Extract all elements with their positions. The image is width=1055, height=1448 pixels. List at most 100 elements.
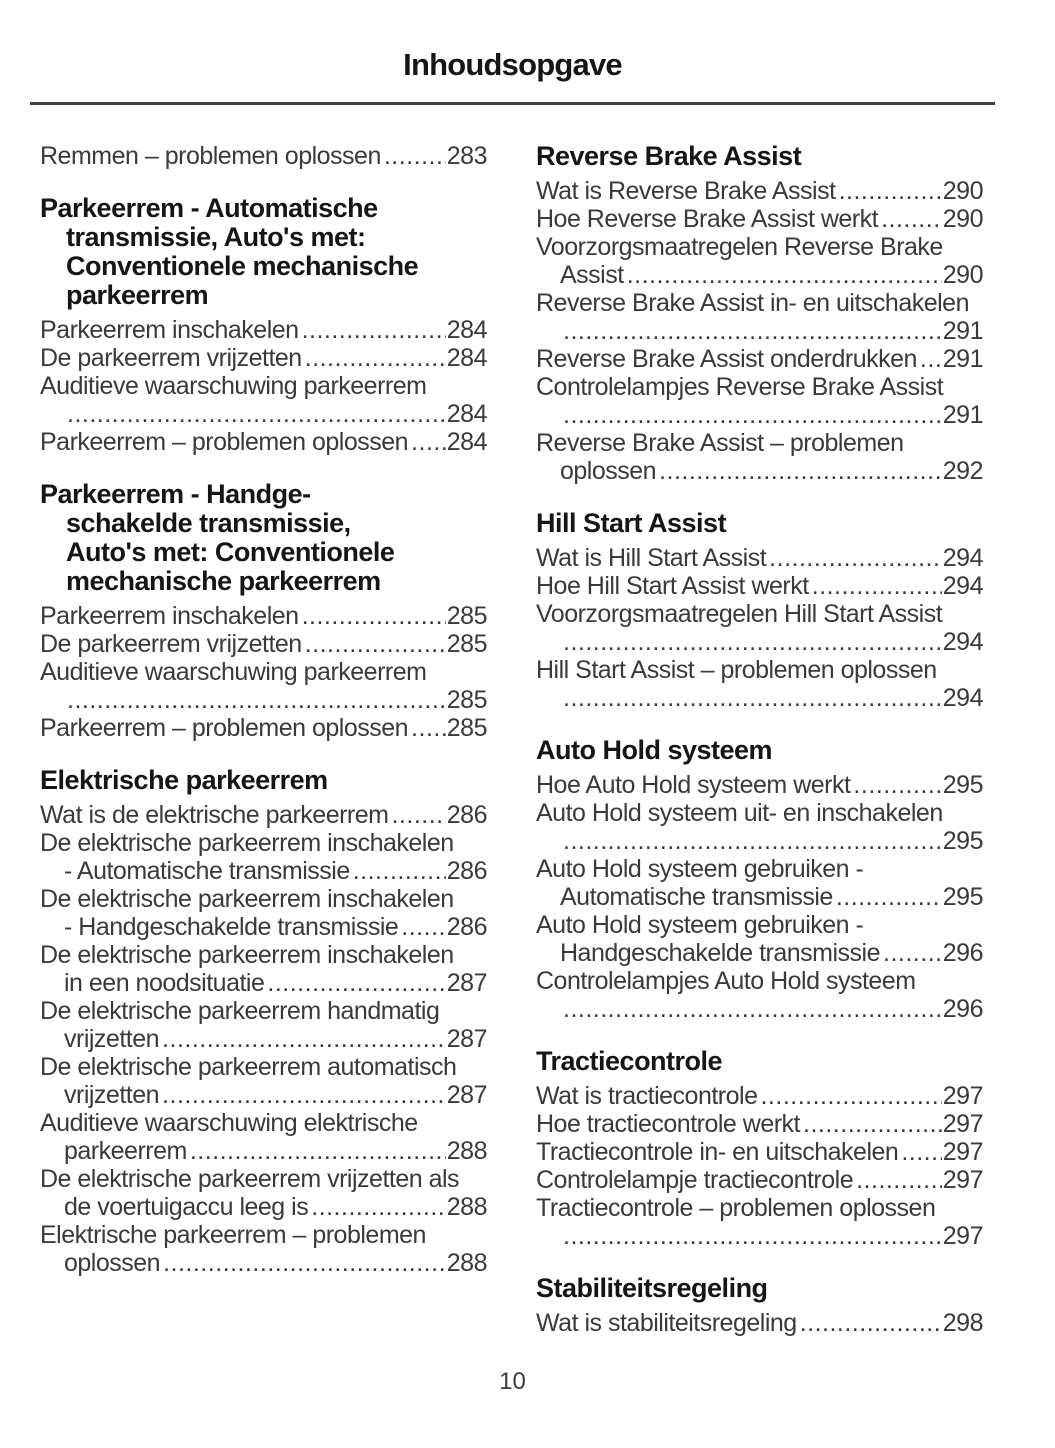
entry-line: ........................................… bbox=[536, 317, 984, 345]
entry-text: De parkeerrem vrijzetten bbox=[40, 344, 302, 372]
entry-line: De elektrische parkeerrem automatisch bbox=[40, 1053, 487, 1081]
entry-page-number: 287 bbox=[446, 1081, 488, 1109]
toc-entry: Wat is Reverse Brake Assist.............… bbox=[536, 177, 984, 205]
entry-page-number: 295 bbox=[942, 883, 984, 911]
section-heading: Parkeerrem - Handge-schakelde transmissi… bbox=[40, 480, 487, 596]
dot-leader: ........................................… bbox=[411, 714, 446, 742]
entry-line: Wat is Hill Start Assist................… bbox=[536, 544, 984, 572]
entry-line: de voertuigaccu leeg is.................… bbox=[40, 1193, 488, 1221]
dot-leader: ........................................… bbox=[769, 544, 942, 572]
toc-entry: De elektrische parkeerrem inschakelen - H… bbox=[40, 885, 488, 941]
entry-line: De parkeerrem vrijzetten................… bbox=[40, 344, 488, 372]
entry-line: Hoe Auto Hold systeem werkt.............… bbox=[536, 771, 984, 799]
entry-text: De elektrische parkeerrem vrijzetten als bbox=[40, 1165, 460, 1193]
entry-line: De elektrische parkeerrem vrijzetten als bbox=[40, 1165, 487, 1193]
entry-text: oplossen bbox=[560, 457, 657, 485]
heading-line: Hill Start Assist bbox=[536, 508, 727, 538]
dot-leader: ........................................… bbox=[835, 883, 942, 911]
entry-line: Reverse Brake Assist – problemen bbox=[536, 429, 983, 457]
entry-line: De parkeerrem vrijzetten................… bbox=[40, 630, 488, 658]
entry-line: Voorzorgsmaatregelen Hill Start Assist bbox=[536, 600, 983, 628]
dot-leader: ........................................… bbox=[304, 630, 446, 658]
dot-leader: ........................................… bbox=[883, 939, 942, 967]
heading-line: parkeerrem bbox=[66, 280, 209, 310]
entry-page-number: 297 bbox=[942, 1082, 984, 1110]
toc-entry: Hoe tractiecontrole werkt...............… bbox=[536, 1110, 984, 1138]
entry-text: Tractiecontrole – problemen oplossen bbox=[536, 1194, 936, 1222]
heading-line: schakelde transmissie, bbox=[66, 508, 351, 538]
entry-line: in een noodsituatie.....................… bbox=[40, 969, 488, 997]
entry-line: De elektrische parkeerrem inschakelen bbox=[40, 885, 487, 913]
dot-leader: ........................................… bbox=[901, 1138, 941, 1166]
entry-page-number: 291 bbox=[942, 317, 984, 345]
toc-section: Parkeerrem - Handge-schakelde transmissi… bbox=[40, 480, 488, 743]
entry-line: Remmen – problemen oplossen.............… bbox=[40, 142, 488, 170]
entry-line: Automatische transmissie................… bbox=[536, 883, 984, 911]
entry-text: Tractiecontrole in- en uitschakelen bbox=[536, 1138, 899, 1166]
entry-page-number: 295 bbox=[942, 827, 984, 855]
entry-text: de voertuigaccu leeg is bbox=[64, 1193, 309, 1221]
dot-leader: ........................................… bbox=[189, 1137, 446, 1165]
entry-page-number: 294 bbox=[942, 544, 984, 572]
entry-page-number: 285 bbox=[446, 686, 488, 714]
toc-columns: Remmen – problemen oplossen.............… bbox=[40, 142, 984, 1338]
entry-text: Auto Hold systeem gebruiken - bbox=[536, 911, 864, 939]
entry-text: Hoe tractiecontrole werkt bbox=[536, 1110, 801, 1138]
entry-line: ........................................… bbox=[536, 827, 984, 855]
dot-leader: ........................................… bbox=[301, 316, 446, 344]
entry-line: Auto Hold systeem gebruiken - bbox=[536, 911, 983, 939]
entry-line: Parkeerrem – problemen oplossen.........… bbox=[40, 714, 488, 742]
dot-leader: ........................................… bbox=[563, 1222, 942, 1250]
entry-line: Wat is Reverse Brake Assist.............… bbox=[536, 177, 984, 205]
entry-text: Wat is tractiecontrole bbox=[536, 1082, 758, 1110]
entry-line: ........................................… bbox=[536, 1222, 984, 1250]
entry-text: Wat is Reverse Brake Assist bbox=[536, 177, 836, 205]
dot-leader: ........................................… bbox=[162, 1025, 446, 1053]
toc-section: Reverse Brake Assist Wat is Reverse Brake… bbox=[536, 142, 984, 486]
entry-page-number: 286 bbox=[446, 913, 488, 941]
toc-section: Remmen – problemen oplossen.............… bbox=[40, 142, 488, 170]
dot-leader: ........................................… bbox=[67, 400, 446, 428]
entry-line: vrijzetten..............................… bbox=[40, 1025, 488, 1053]
entry-page-number: 290 bbox=[942, 205, 984, 233]
toc-entry: Wat is stabiliteitsregeling.............… bbox=[536, 1309, 984, 1337]
entry-line: Wat is de elektrische parkeerrem........… bbox=[40, 801, 488, 829]
toc-entry: De elektrische parkeerrem inschakelen - A… bbox=[40, 829, 488, 885]
section-heading: Hill Start Assist bbox=[536, 509, 983, 538]
entry-line: ........................................… bbox=[40, 686, 488, 714]
heading-line: Conventionele mechanische bbox=[66, 251, 419, 281]
dot-leader: ........................................… bbox=[563, 317, 942, 345]
dot-leader: ........................................… bbox=[626, 261, 942, 289]
entry-text: Controlelampjes Auto Hold systeem bbox=[536, 967, 916, 995]
entry-text: Hoe Auto Hold systeem werkt bbox=[536, 771, 851, 799]
entry-text: Hoe Hill Start Assist werkt bbox=[536, 572, 809, 600]
entry-page-number: 291 bbox=[942, 401, 984, 429]
section-heading: Elektrische parkeerrem bbox=[40, 766, 487, 795]
entry-line: Controlelampjes Auto Hold systeem bbox=[536, 967, 983, 995]
entry-text: De elektrische parkeerrem inschakelen bbox=[40, 885, 454, 913]
toc-column-right: Reverse Brake Assist Wat is Reverse Brake… bbox=[536, 142, 984, 1338]
entry-line: ........................................… bbox=[536, 628, 984, 656]
entry-page-number: 297 bbox=[942, 1110, 984, 1138]
entry-page-number: 288 bbox=[446, 1193, 488, 1221]
entry-page-number: 297 bbox=[942, 1166, 984, 1194]
entry-line: Assist..................................… bbox=[536, 261, 984, 289]
entry-text: De elektrische parkeerrem handmatig bbox=[40, 997, 440, 1025]
entry-line: Hill Start Assist – problemen oplossen bbox=[536, 656, 983, 684]
toc-entry: Hoe Reverse Brake Assist werkt..........… bbox=[536, 205, 984, 233]
heading-line: Stabiliteitsregeling bbox=[536, 1273, 768, 1303]
toc-entry: Elektrische parkeerrem – problemen oploss… bbox=[40, 1221, 488, 1277]
entry-page-number: 288 bbox=[446, 1137, 488, 1165]
entry-page-number: 285 bbox=[446, 602, 488, 630]
dot-leader: ........................................… bbox=[881, 205, 942, 233]
dot-leader: ........................................… bbox=[563, 995, 942, 1023]
dot-leader: ........................................… bbox=[163, 1249, 446, 1277]
entry-line: Tractiecontrole in- en uitschakelen.....… bbox=[536, 1138, 984, 1166]
entry-text: oplossen bbox=[64, 1249, 161, 1277]
entry-line: ........................................… bbox=[40, 400, 488, 428]
entry-line: De elektrische parkeerrem inschakelen bbox=[40, 829, 487, 857]
entry-line: - Handgeschakelde transmissie...........… bbox=[40, 913, 488, 941]
entry-line: Reverse Brake Assist in- en uitschakelen bbox=[536, 289, 983, 317]
entry-page-number: 284 bbox=[446, 428, 488, 456]
entry-page-number: 284 bbox=[446, 316, 488, 344]
